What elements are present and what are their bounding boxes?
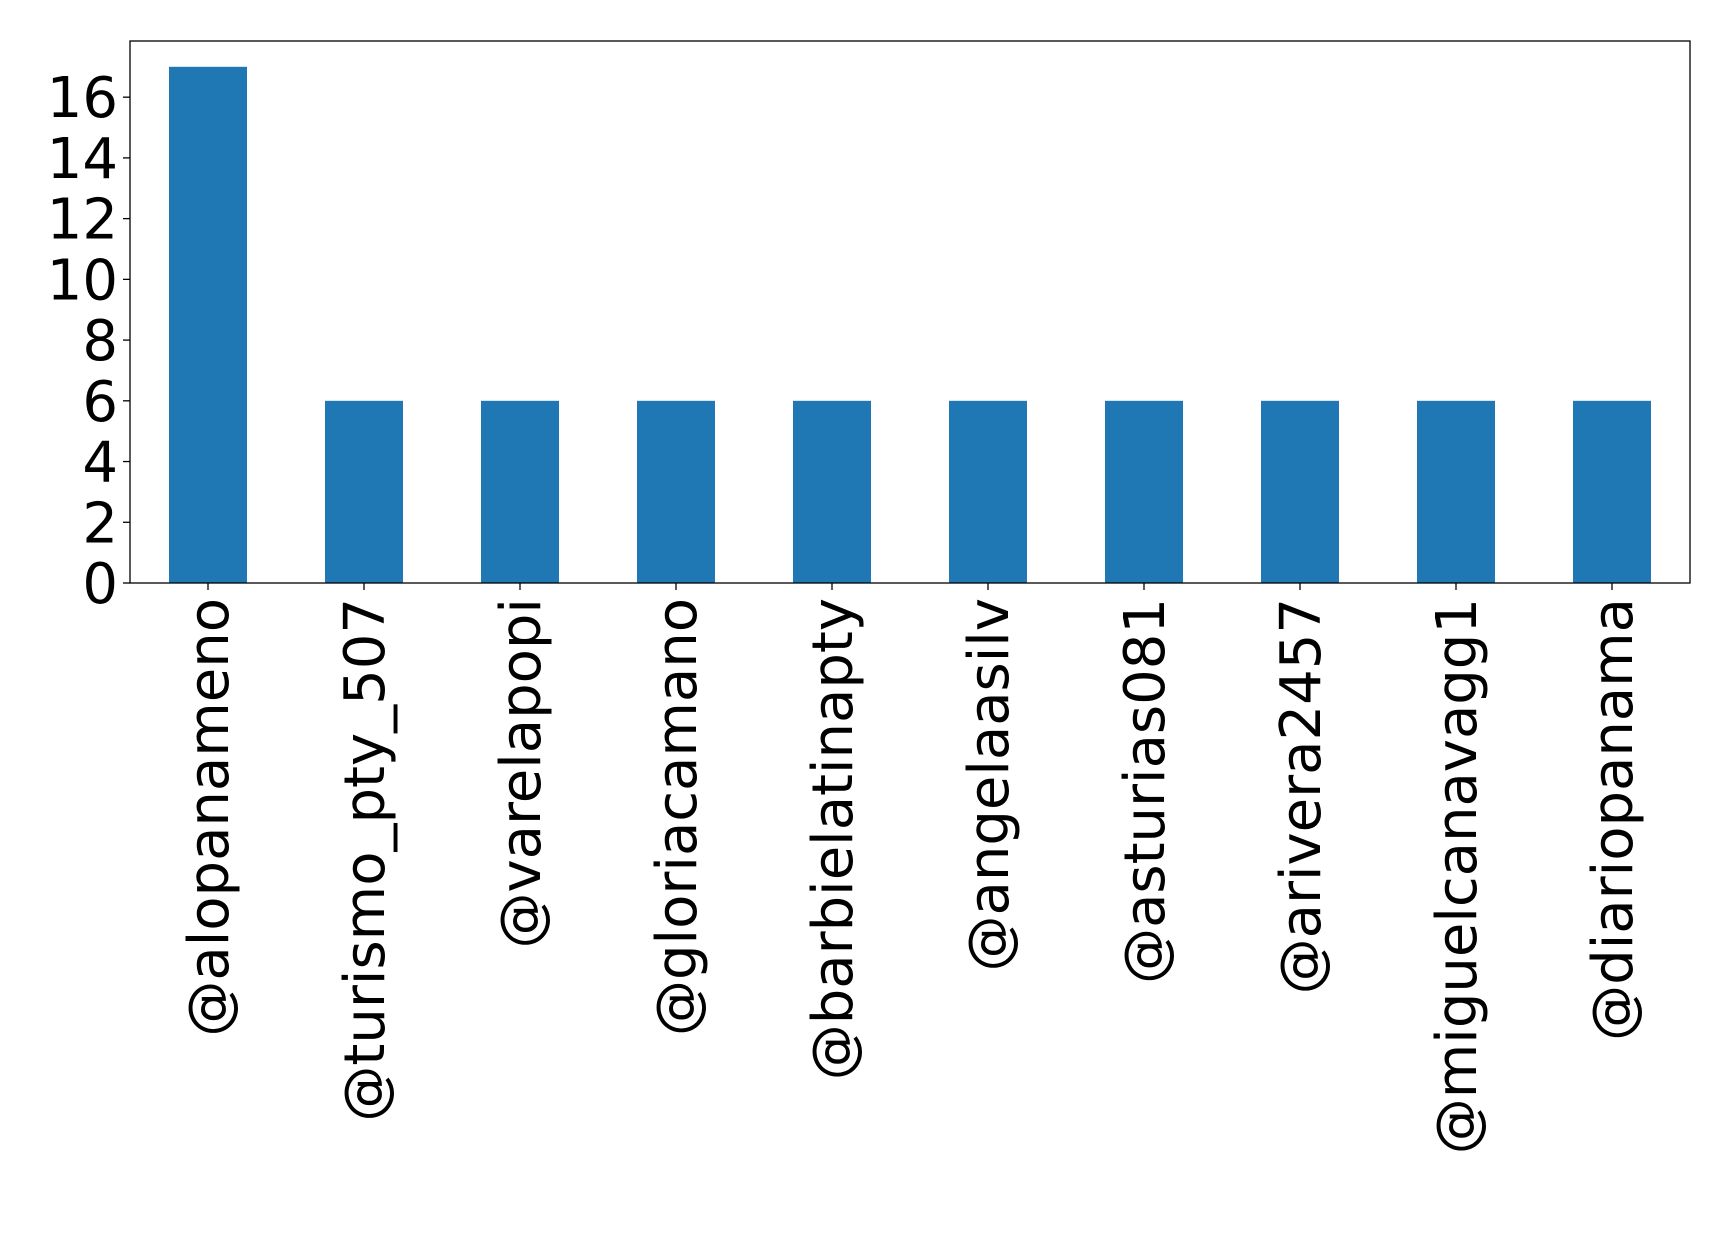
bar-arivera2457 xyxy=(1261,400,1339,583)
bars-layer xyxy=(169,66,1651,583)
x-tick-label: @varelapopi xyxy=(489,598,554,949)
bar-miguelcanavagg1 xyxy=(1417,400,1495,583)
x-tick-label: @asturias081 xyxy=(1113,598,1178,984)
y-tick-label: 2 xyxy=(82,491,118,556)
bar-diariopanama xyxy=(1573,400,1651,583)
x-tick-label: @diariopanama xyxy=(1581,598,1646,1041)
plot-frame xyxy=(129,40,1691,584)
bar-asturias081 xyxy=(1105,400,1183,583)
y-tick-label: 4 xyxy=(82,431,118,496)
x-tick-label: @alopanameno xyxy=(177,598,242,1037)
y-tick-label: 10 xyxy=(47,248,118,313)
y-tick-label: 6 xyxy=(82,370,118,435)
x-tick-label: @gloriacamano xyxy=(645,598,710,1036)
x-tick-label: @miguelcanavagg1 xyxy=(1425,598,1490,1154)
x-tick-label: @barbielatinapty xyxy=(801,598,866,1080)
y-tick-label: 14 xyxy=(47,127,118,192)
x-tick-label: @angelaasilv xyxy=(957,598,1022,971)
bar-alopanameno xyxy=(169,66,247,583)
bar-turismo_pty_507 xyxy=(325,400,403,583)
bar-barbielatinapty xyxy=(793,400,871,583)
bar-angelaasilv xyxy=(949,400,1027,583)
y-tick-label: 0 xyxy=(82,552,118,617)
x-tick-label: @turismo_pty_507 xyxy=(333,598,398,1122)
x-tick-label: @arivera2457 xyxy=(1269,598,1334,994)
y-tick-label: 16 xyxy=(47,66,118,131)
x-axis: @alopanameno @turismo_pty_507 @varelapopi @… xyxy=(177,583,1646,1154)
y-tick-label: 8 xyxy=(82,309,118,374)
bar-varelapopi xyxy=(481,400,559,583)
bar-gloriacamano xyxy=(637,400,715,583)
y-tick-label: 12 xyxy=(47,188,118,253)
